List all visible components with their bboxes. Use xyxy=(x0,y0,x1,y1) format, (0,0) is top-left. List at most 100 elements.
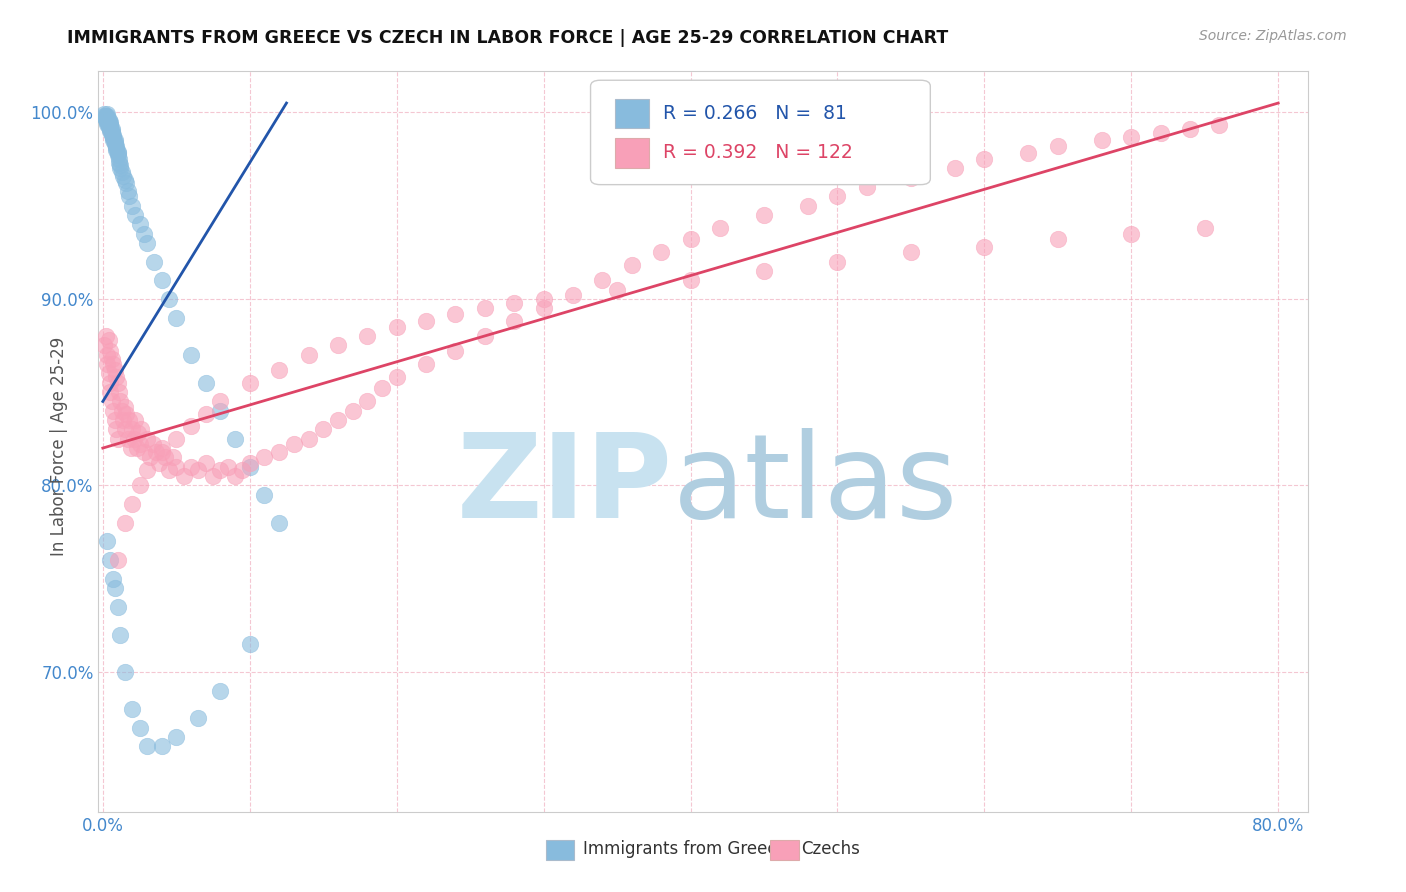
Point xyxy=(94,112,117,127)
Point xyxy=(342,404,364,418)
Point xyxy=(135,432,157,446)
Point xyxy=(115,176,138,190)
Point xyxy=(112,169,135,183)
Point xyxy=(239,376,262,390)
Point xyxy=(101,357,124,371)
Point xyxy=(253,450,276,465)
Point xyxy=(503,295,526,310)
Point xyxy=(114,665,136,679)
Point xyxy=(115,408,138,422)
Point xyxy=(96,348,118,362)
Point xyxy=(148,456,170,470)
Point xyxy=(135,235,157,250)
Point xyxy=(110,158,132,172)
Point xyxy=(97,117,120,131)
Point xyxy=(107,146,129,161)
Point xyxy=(96,111,118,125)
Point xyxy=(150,273,173,287)
Point xyxy=(856,180,879,194)
Point xyxy=(474,329,496,343)
Point xyxy=(157,463,180,477)
Point xyxy=(98,117,121,131)
Point xyxy=(97,112,120,127)
Point xyxy=(107,148,129,162)
Point xyxy=(96,114,118,128)
Point xyxy=(114,422,136,436)
Point xyxy=(202,469,225,483)
Point xyxy=(96,357,118,371)
Point xyxy=(231,463,253,477)
Point xyxy=(100,128,122,142)
Point xyxy=(253,488,276,502)
Point xyxy=(103,363,125,377)
Point xyxy=(180,459,202,474)
Point xyxy=(96,534,118,549)
Point xyxy=(128,217,150,231)
Point xyxy=(224,432,246,446)
Point xyxy=(96,117,118,131)
Point xyxy=(98,344,121,359)
Point xyxy=(973,240,995,254)
Point xyxy=(150,441,173,455)
Point xyxy=(121,702,143,716)
Point xyxy=(118,413,141,427)
Point xyxy=(117,432,139,446)
Point xyxy=(107,432,129,446)
Point xyxy=(96,112,118,127)
Point xyxy=(105,370,128,384)
Point xyxy=(650,245,672,260)
Point xyxy=(107,599,129,614)
Point xyxy=(114,172,136,186)
Point xyxy=(1150,126,1173,140)
Point xyxy=(97,367,120,381)
Point xyxy=(1046,139,1069,153)
Point xyxy=(326,413,349,427)
Point xyxy=(107,553,129,567)
Point xyxy=(1091,133,1114,147)
Point xyxy=(797,199,820,213)
Point xyxy=(100,124,122,138)
Point xyxy=(145,444,167,458)
Point xyxy=(385,319,408,334)
Text: ZIP: ZIP xyxy=(457,428,672,543)
Point xyxy=(100,126,122,140)
Point xyxy=(209,394,232,409)
Point xyxy=(1046,232,1069,246)
Point xyxy=(94,329,117,343)
Point xyxy=(973,152,995,166)
Point xyxy=(101,572,124,586)
Point xyxy=(103,413,125,427)
Point xyxy=(101,129,124,144)
Point xyxy=(187,463,209,477)
Point xyxy=(371,381,394,395)
Point xyxy=(562,288,585,302)
Point xyxy=(101,404,124,418)
Point xyxy=(150,739,173,754)
Text: Immigrants from Greece: Immigrants from Greece xyxy=(583,840,787,858)
Point xyxy=(239,459,262,474)
Point xyxy=(900,170,922,185)
Point xyxy=(269,363,291,377)
Point xyxy=(194,376,217,390)
Point xyxy=(103,135,125,149)
Point xyxy=(283,437,305,451)
Point xyxy=(120,441,142,455)
Point xyxy=(165,432,187,446)
Point xyxy=(606,283,628,297)
FancyBboxPatch shape xyxy=(591,80,931,185)
Point xyxy=(1121,129,1143,144)
Point xyxy=(139,450,162,465)
Point xyxy=(124,413,146,427)
Point xyxy=(111,404,134,418)
Point xyxy=(103,133,125,147)
Point xyxy=(128,478,150,492)
Point xyxy=(110,627,132,641)
Point xyxy=(108,385,131,400)
Point xyxy=(110,394,132,409)
Point xyxy=(356,329,378,343)
Point xyxy=(101,133,124,147)
Point xyxy=(122,432,145,446)
Point xyxy=(129,422,152,436)
Bar xyxy=(614,99,648,128)
Point xyxy=(194,408,217,422)
